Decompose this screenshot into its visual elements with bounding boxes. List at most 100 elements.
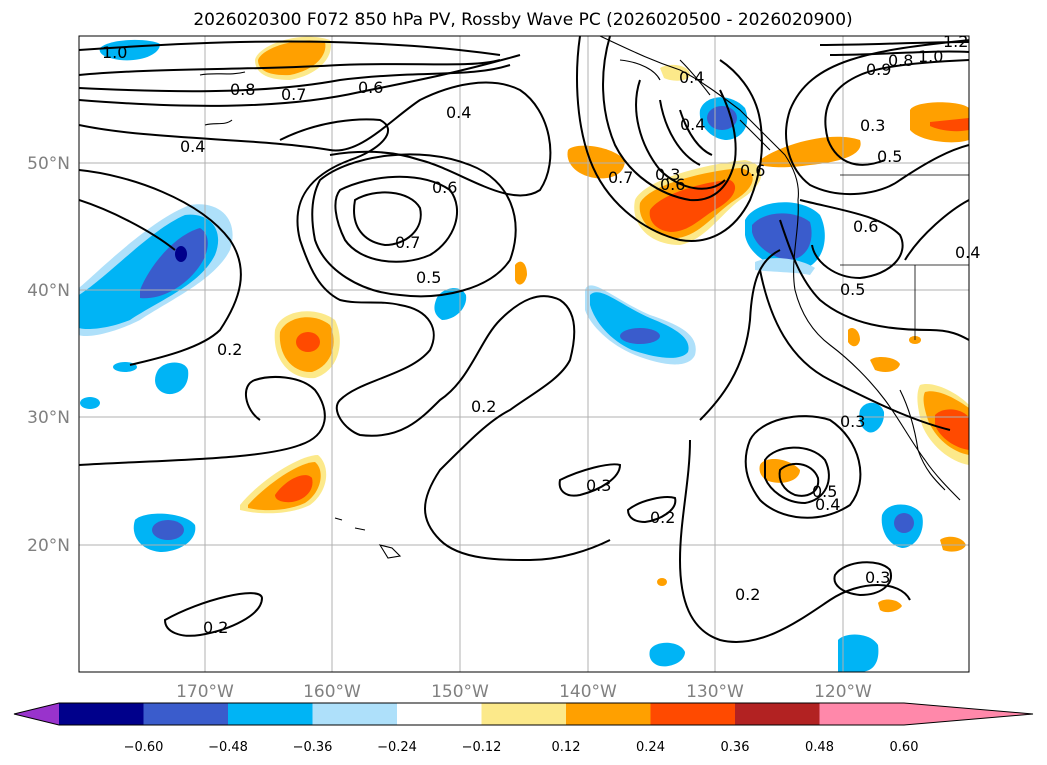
contour-0p3-small (558, 463, 622, 497)
colorbar-tick-label: 0.48 (805, 740, 834, 755)
colorbar-segment (59, 703, 144, 725)
contour-label: 1.0 (102, 43, 127, 62)
figure-title: 2026020300 F072 850 hPa PV, Rossby Wave … (193, 10, 852, 30)
contour-label: 0.7 (281, 85, 306, 104)
pv-contours (79, 36, 969, 643)
lon-label: 160°W (303, 682, 361, 702)
colorbar-tick-label: −0.48 (208, 740, 248, 755)
contour-label: 0.6 (358, 78, 383, 97)
lat-label: 30°N (27, 408, 70, 428)
negative-anomaly-central-35N (585, 285, 696, 365)
colorbar-tick-label: −0.60 (124, 740, 164, 755)
contour-labels: 1.0 0.8 0.7 0.6 0.4 0.4 0.7 0.6 0.7 0.5 … (102, 32, 980, 637)
colorbar-segment (397, 703, 482, 725)
colorbar-ticks: −0.60 −0.48 −0.36 −0.24 −0.12 0.12 0.24 … (124, 740, 919, 755)
lon-label: 130°W (686, 682, 744, 702)
contour-0p4 (79, 81, 552, 197)
contour-0p2-se (678, 439, 911, 643)
contour-label: 0.4 (679, 68, 704, 87)
lon-label: 150°W (431, 682, 489, 702)
colorbar-segment (228, 703, 313, 725)
contour-label: 0.8 (888, 51, 913, 70)
alaska-panhandle-islands (619, 59, 771, 151)
contour-0p7 (79, 64, 511, 93)
colorbar-tick-label: 0.24 (636, 740, 665, 755)
lat-label: 50°N (27, 154, 70, 174)
aleutian-islands (199, 71, 246, 126)
contour-label: 0.2 (650, 508, 675, 527)
contour-label: 0.4 (680, 115, 705, 134)
contour-inner-east (659, 99, 713, 166)
colorbar-tick-label: 0.36 (721, 740, 750, 755)
colorbar-tick-label: −0.12 (462, 740, 502, 755)
contour-0p2-west (79, 169, 242, 366)
colorbar-segment (566, 703, 651, 725)
contour-label: 0.7 (395, 233, 420, 252)
contour-label: 1.2 (943, 32, 968, 51)
positive-anomaly-25N (240, 455, 327, 514)
contour-0p6 (79, 54, 521, 107)
contour-0p5-loop-se (778, 462, 820, 497)
lon-label: 120°W (814, 682, 872, 702)
latitude-labels: 50°N 40°N 30°N 20°N (27, 154, 70, 556)
coastlines (199, 36, 969, 559)
contour-0p7-loop (353, 191, 422, 247)
contour-0p2-south (79, 376, 326, 466)
colorbar-segment (819, 703, 904, 725)
contour-label: 0.3 (860, 116, 885, 135)
contour-0p3-small-se (833, 561, 892, 597)
contour-0p2-southwest (163, 592, 264, 637)
colorbar-tick-label: −0.24 (377, 740, 417, 755)
contour-label: 1.0 (918, 47, 943, 66)
contour-0p2-central (279, 118, 611, 562)
map-panel: 1.0 0.8 0.7 0.6 0.4 0.4 0.7 0.6 0.7 0.5 … (78, 32, 980, 673)
contour-label: 0.6 (660, 175, 685, 194)
longitude-labels: 170°W 160°W 150°W 140°W 130°W 120°W (176, 682, 872, 702)
colorbar-tick-label: −0.36 (293, 740, 333, 755)
baja-peninsula (899, 389, 946, 491)
contour-label: 0.9 (866, 60, 891, 79)
map-frame (78, 35, 970, 673)
contour-edge-east (904, 199, 969, 261)
hawaiian-islands (334, 517, 402, 559)
contour-0p8 (79, 59, 501, 76)
contour-0p7-east (602, 36, 737, 202)
contour-0p8-east (635, 79, 726, 190)
colorbar-segment (143, 703, 228, 725)
contour-0p2-west2 (79, 199, 176, 251)
contour-0p4-loop (764, 446, 830, 505)
lat-label: 20°N (27, 536, 70, 556)
contour-label: 0.4 (180, 137, 205, 156)
contour-0p5-loop (311, 153, 517, 298)
contour-label: 0.7 (608, 168, 633, 187)
colorbar-tick-label: 0.12 (552, 740, 581, 755)
contour-label: 0.6 (853, 217, 878, 236)
lon-label: 140°W (559, 682, 617, 702)
colorbar-extend-low (14, 703, 59, 725)
contour-label: 0.4 (815, 495, 840, 514)
contour-0p3-coast (699, 249, 781, 421)
contour-label: 0.2 (203, 618, 228, 637)
lon-label: 170°W (176, 682, 234, 702)
colorbar-outline (13, 702, 1034, 726)
contour-label: 0.5 (877, 147, 902, 166)
contour-label: 0.6 (740, 161, 765, 180)
colorbar-tick-label: 0.60 (890, 740, 919, 755)
borders (840, 174, 969, 340)
lat-label: 40°N (27, 281, 70, 301)
contour-label: 0.4 (446, 103, 471, 122)
colorbar-segment (650, 703, 735, 725)
contour-label: 0.2 (217, 340, 242, 359)
contour-label: 0.2 (735, 585, 760, 604)
contour-label: 0.3 (655, 165, 680, 184)
contour-label: 0.2 (471, 397, 496, 416)
contour-0p6-loop (334, 175, 459, 263)
colorbar-segment (312, 703, 397, 725)
contour-0p3-loop (744, 415, 862, 519)
contour-0p6-east (576, 36, 763, 242)
contour-label: 0.5 (812, 482, 837, 501)
contour-label: 0.6 (432, 178, 457, 197)
contour-label: 0.5 (840, 280, 865, 299)
north-america-coast (599, 36, 961, 501)
contour-label: 0.4 (955, 243, 980, 262)
